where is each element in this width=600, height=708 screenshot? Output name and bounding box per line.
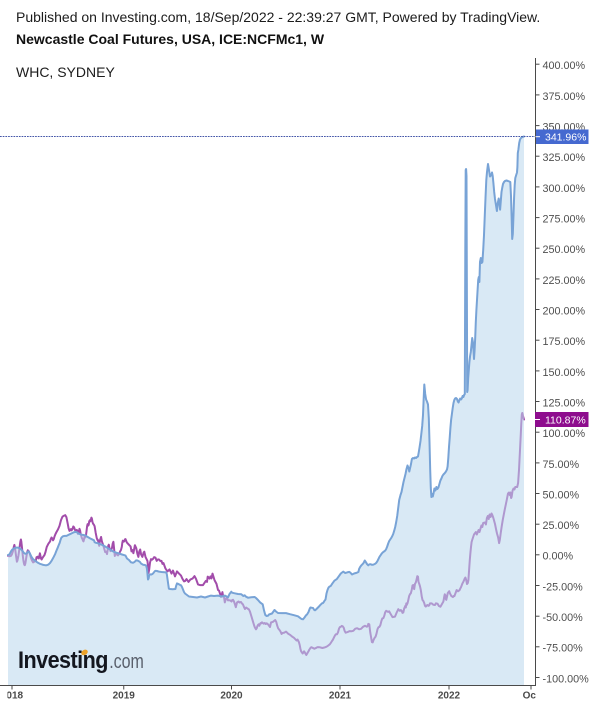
svg-text:-100.00%: -100.00%	[543, 673, 590, 685]
svg-text:400.00%: 400.00%	[543, 60, 586, 72]
svg-text:2019: 2019	[113, 691, 136, 702]
svg-text:300.00%: 300.00%	[543, 183, 586, 195]
svg-text:375.00%: 375.00%	[543, 91, 586, 103]
svg-text:2021: 2021	[329, 691, 352, 702]
svg-text:250.00%: 250.00%	[543, 244, 586, 256]
svg-text:275.00%: 275.00%	[543, 214, 586, 226]
svg-text:110.87%: 110.87%	[545, 414, 586, 426]
svg-text:341.96%: 341.96%	[545, 132, 586, 144]
svg-text:225.00%: 225.00%	[543, 275, 586, 287]
svg-text:200.00%: 200.00%	[543, 305, 586, 317]
svg-text:Oct: Oct	[523, 691, 540, 702]
svg-text:175.00%: 175.00%	[543, 336, 586, 348]
svg-text:25.00%: 25.00%	[543, 520, 580, 532]
svg-text:2022: 2022	[438, 691, 461, 702]
svg-text:-25.00%: -25.00%	[543, 581, 584, 593]
svg-text:100.00%: 100.00%	[543, 428, 586, 440]
svg-text:75.00%: 75.00%	[543, 459, 580, 471]
svg-text:150.00%: 150.00%	[543, 367, 586, 379]
svg-text:50.00%: 50.00%	[543, 489, 580, 501]
svg-text:325.00%: 325.00%	[543, 152, 586, 164]
svg-text:125.00%: 125.00%	[543, 397, 586, 409]
svg-text:-50.00%: -50.00%	[543, 612, 584, 624]
svg-text:-75.00%: -75.00%	[543, 643, 584, 655]
svg-text:0.00%: 0.00%	[543, 551, 574, 563]
svg-text:2020: 2020	[220, 691, 243, 702]
svg-text:2018: 2018	[1, 691, 24, 702]
